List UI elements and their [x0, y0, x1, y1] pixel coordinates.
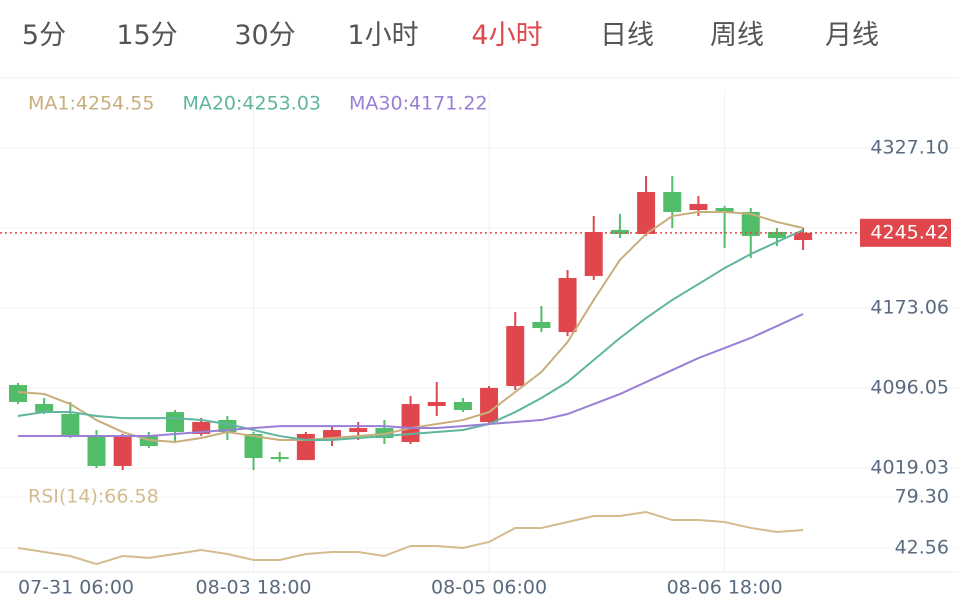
candle-body — [637, 192, 656, 234]
y-tick-label: 4096.05 — [870, 377, 949, 399]
candle-body — [244, 433, 263, 458]
candle-body — [296, 433, 315, 461]
period-tabs: 5分 15分 30分 1小时 4小时 日线 周线 月线 — [0, 0, 959, 72]
current-price-box — [860, 218, 951, 247]
period-tab[interactable]: 15分 — [116, 20, 178, 51]
rsi-tick-label: 42.56 — [895, 536, 949, 558]
candle-body — [558, 278, 577, 333]
period-tab[interactable]: 月线 — [825, 20, 879, 51]
y-tick-label: 4327.10 — [870, 136, 949, 158]
candle-body — [9, 385, 27, 402]
candle-body — [506, 326, 525, 386]
candle-body — [113, 436, 132, 466]
ma-line — [17, 229, 804, 442]
candle-body — [453, 401, 472, 410]
candle-body — [532, 321, 551, 329]
legend-entry: MA20:4253.03 — [182, 93, 321, 115]
candle-body — [427, 401, 446, 407]
legend-entry: MA30:4171.22 — [349, 93, 488, 115]
candle-body — [35, 404, 54, 413]
candle-body — [689, 203, 708, 210]
candle-body — [767, 232, 786, 239]
candle-body — [610, 229, 629, 234]
x-tick-label: 07-31 06:00 — [18, 577, 134, 599]
candle-body — [139, 436, 158, 447]
candle-body — [61, 414, 80, 437]
candle-body — [87, 436, 106, 466]
candle-body — [192, 422, 211, 434]
candle-body — [715, 208, 734, 212]
x-tick-label: 08-05 06:00 — [431, 577, 547, 599]
ma-line — [18, 313, 804, 438]
y-tick-label: 4173.06 — [870, 297, 949, 319]
x-tick-label: 08-06 18:00 — [667, 577, 783, 599]
period-tab[interactable]: 4小时 — [471, 20, 543, 51]
rsi-tick-label: 79.30 — [895, 486, 949, 508]
legend-entry: MA1:4254.55 — [28, 93, 154, 115]
candle-body — [794, 232, 813, 241]
current-price-label: 4245.42 — [870, 221, 949, 243]
period-tab[interactable]: 5分 — [21, 20, 67, 51]
rsi-label: RSI(14):66.58 — [28, 486, 159, 508]
candle-body — [480, 387, 499, 423]
candle-body — [349, 428, 368, 433]
period-tab[interactable]: 1小时 — [347, 20, 419, 51]
period-tab[interactable]: 30分 — [234, 20, 296, 51]
candle-body — [663, 192, 682, 212]
y-tick-label: 4019.03 — [870, 457, 949, 479]
candle-body — [741, 211, 760, 236]
candle-body — [270, 457, 289, 460]
candle-body — [401, 404, 420, 442]
rsi-line — [17, 510, 804, 566]
period-tab[interactable]: 周线 — [710, 20, 764, 51]
candle-body — [166, 412, 185, 433]
period-tab[interactable]: 日线 — [600, 20, 654, 51]
x-tick-label: 08-03 18:00 — [196, 577, 312, 599]
candle-body — [323, 430, 342, 441]
candle-body — [584, 232, 603, 276]
